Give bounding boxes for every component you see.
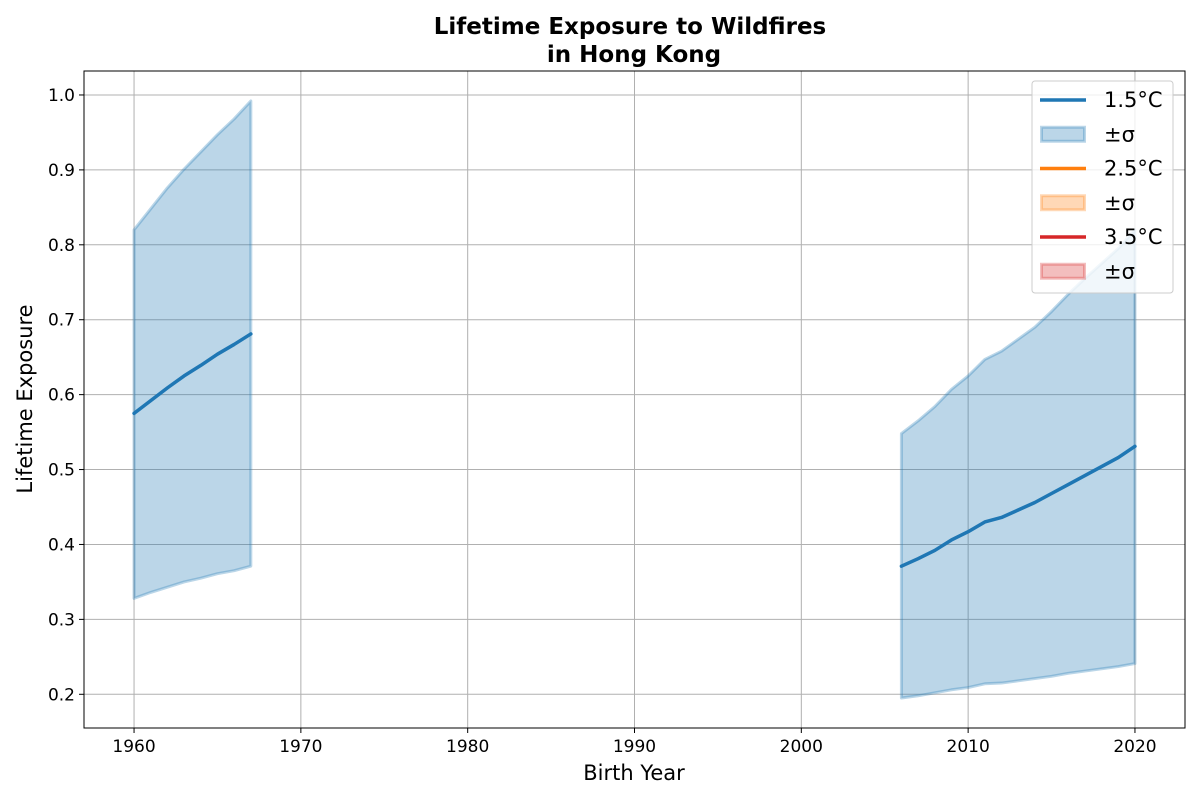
series-line-0 [899,444,1137,568]
x-tick-label: 2010 [947,737,990,757]
legend: 1.5°C ±σ 2.5°C ±σ 3.5°C ±σ [1031,80,1174,294]
y-tick-label: 0.8 [48,236,75,256]
x-tick-label: 2000 [780,737,823,757]
y-tick-label: 0.3 [48,610,75,630]
chart-title: Lifetime Exposure to Wildfires [434,14,827,40]
grid [84,71,1185,728]
x-tick-label: 1960 [112,737,155,757]
y-tick-label: 0.7 [48,311,75,331]
y-tick-label: 0.5 [48,461,75,481]
axis-ticks: 1960 1970 1980 1990 2000 2010 2020 0.2 0.3 0.4 0.5… [48,86,1157,757]
x-tick-label: 2020 [1113,737,1156,757]
legend-band-swatch [1040,125,1086,143]
y-tick-label: 0.2 [48,685,75,705]
chart-subtitle: in Hong Kong [547,42,721,68]
y-tick-label: 1.0 [48,86,75,106]
y-tick-label: 0.6 [48,386,75,406]
y-axis-label: Lifetime Exposure [13,304,37,493]
band-area-series-0 [132,99,253,600]
legend-label: 3.5°C [1104,225,1163,249]
legend-band-label: ±σ [1104,122,1135,146]
series-lines [132,332,1137,568]
y-tick-label: 0.9 [48,161,75,181]
legend-box [1031,80,1174,294]
legend-band-swatch [1040,194,1086,212]
legend-label: 2.5°C [1104,157,1163,181]
x-tick-label: 1990 [613,737,656,757]
band-area-series-0 [899,228,1137,700]
legend-band-label: ±σ [1104,259,1135,283]
legend-band-swatch [1040,262,1086,280]
y-tick-label: 0.4 [48,535,75,555]
x-axis-label: Birth Year [583,761,685,785]
series-line-0 [132,332,253,416]
confidence-bands [132,99,1137,700]
legend-label: 1.5°C [1104,88,1163,112]
legend-band-label: ±σ [1104,191,1135,215]
x-tick-label: 1980 [446,737,489,757]
x-tick-label: 1970 [279,737,322,757]
